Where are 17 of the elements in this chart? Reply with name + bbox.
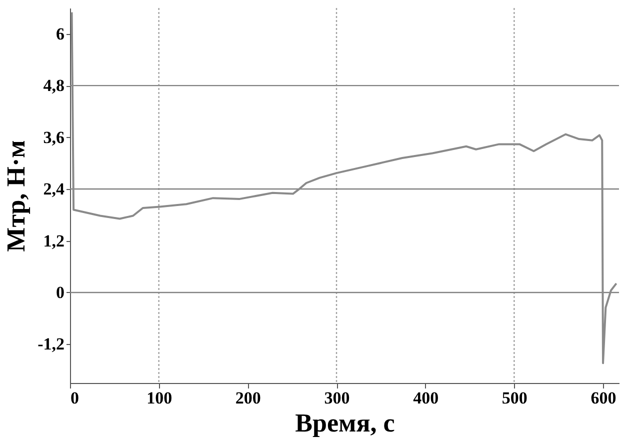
y-tick-label: 2,4 — [43, 180, 65, 199]
y-axis-title: Мтр, Н·м — [2, 140, 31, 252]
x-tick-label: 300 — [324, 388, 350, 408]
y-tick-label: -1,2 — [38, 334, 64, 354]
x-tick-label: 400 — [413, 388, 439, 408]
y-tick-label: 0 — [56, 282, 64, 302]
line-series — [70, 11, 618, 364]
y-tick-label: 4,8 — [43, 76, 64, 96]
x-tick-label: 500 — [502, 388, 528, 408]
x-tick-label: 0 — [70, 388, 79, 408]
x-tick-label: 100 — [146, 388, 172, 408]
x-axis-title: Время, с — [295, 408, 395, 438]
y-tick-label: 3,6 — [43, 128, 64, 147]
y-tick-label: 6 — [56, 24, 64, 44]
x-tick-label: 200 — [235, 388, 261, 408]
y-tick-label: 1,2 — [43, 231, 64, 250]
x-tick-label: 600 — [590, 388, 616, 408]
